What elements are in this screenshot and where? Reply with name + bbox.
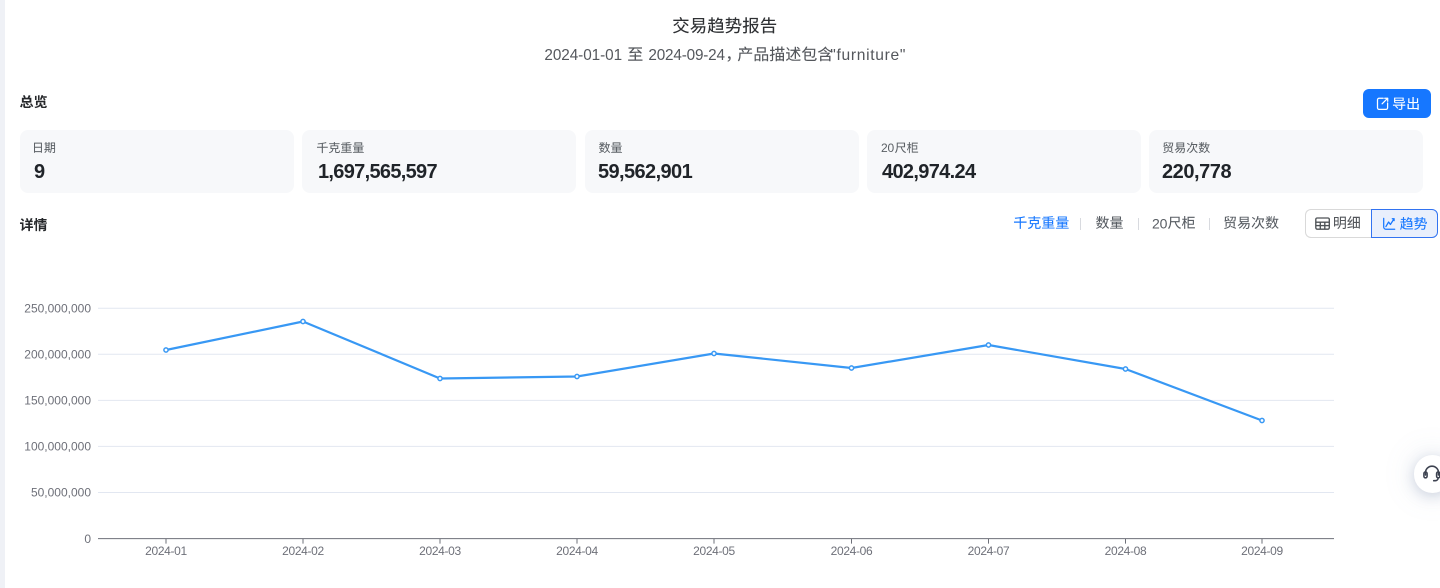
- svg-text:50,000,000: 50,000,000: [31, 486, 91, 500]
- svg-text:150,000,000: 150,000,000: [24, 394, 91, 408]
- svg-text:200,000,000: 200,000,000: [24, 348, 91, 362]
- svg-text:1,697,565,597: 1,697,565,597: [318, 161, 437, 183]
- svg-text:100,000,000: 100,000,000: [24, 440, 91, 454]
- svg-text:59,562,901: 59,562,901: [598, 161, 693, 183]
- svg-text:2024-09: 2024-09: [1241, 544, 1283, 558]
- svg-text:2024-01-01: 2024-01-01: [544, 47, 622, 64]
- svg-text:2024-06: 2024-06: [831, 544, 873, 558]
- svg-text:250,000,000: 250,000,000: [24, 301, 91, 315]
- svg-text:2024-02: 2024-02: [282, 544, 324, 558]
- svg-text:2024-01: 2024-01: [145, 544, 187, 558]
- svg-text:402,974.24: 402,974.24: [882, 161, 977, 183]
- svg-text:2024-09-24: 2024-09-24: [648, 47, 725, 64]
- svg-text:2024-08: 2024-08: [1105, 544, 1147, 558]
- svg-text:2024-04: 2024-04: [556, 544, 598, 558]
- svg-text:2024-03: 2024-03: [419, 544, 461, 558]
- svg-text:"furniture": "furniture": [830, 47, 906, 64]
- svg-text:2024-05: 2024-05: [693, 544, 735, 558]
- svg-text:20: 20: [881, 141, 894, 155]
- svg-text:2024-07: 2024-07: [968, 544, 1010, 558]
- svg-text:9: 9: [34, 161, 45, 183]
- svg-text:0: 0: [84, 532, 91, 546]
- svg-text:20: 20: [1152, 216, 1168, 232]
- svg-text:220,778: 220,778: [1162, 161, 1231, 183]
